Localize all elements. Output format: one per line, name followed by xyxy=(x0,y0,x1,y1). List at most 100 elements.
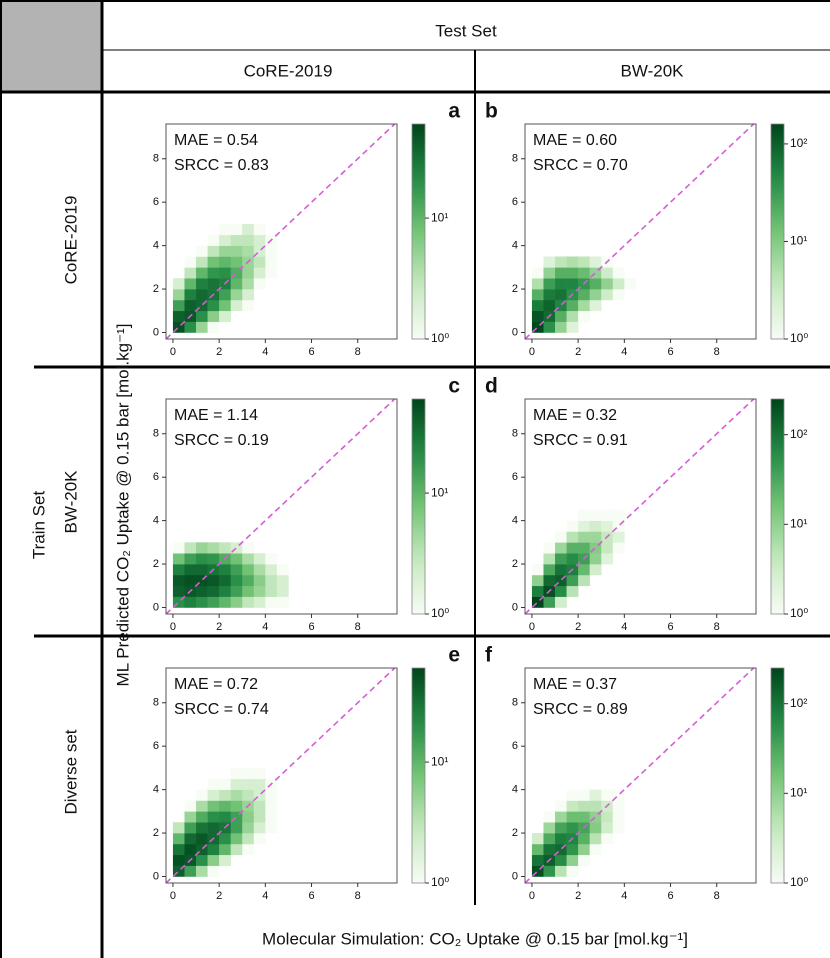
hist-cell xyxy=(196,822,208,834)
y-tick-label: 2 xyxy=(153,827,159,839)
y-tick-label: 0 xyxy=(512,326,518,338)
hist-cell xyxy=(219,267,231,279)
hist-cell xyxy=(230,278,243,290)
hist-cell xyxy=(555,854,567,866)
hist-cell xyxy=(589,278,602,290)
hist-cell xyxy=(566,553,579,565)
hist-cell xyxy=(578,299,590,312)
hist-cell xyxy=(531,289,544,301)
hist-cell xyxy=(196,321,208,333)
colorbar-tick-label: 10¹ xyxy=(790,517,807,531)
hist-cell xyxy=(265,553,278,565)
hist-cell xyxy=(601,278,614,290)
hist-cell xyxy=(219,789,231,801)
x-tick-label: 6 xyxy=(308,346,314,358)
y-tick-label: 2 xyxy=(153,558,159,570)
hist-cell xyxy=(219,564,231,576)
hist-cell xyxy=(555,596,567,608)
hist-cell xyxy=(219,310,231,322)
hist-cell xyxy=(196,865,208,877)
hist-cell xyxy=(219,574,231,587)
hist-cell xyxy=(578,854,590,866)
y-tick-label: 4 xyxy=(153,515,159,527)
y-tick-label: 0 xyxy=(153,601,159,613)
hist-cell xyxy=(601,833,614,845)
hist-cell xyxy=(253,767,266,780)
hist-cell xyxy=(555,542,567,554)
hist-cell xyxy=(555,299,567,312)
diagonal-line xyxy=(524,123,755,340)
hist-cell xyxy=(265,267,278,279)
hist-cell xyxy=(184,267,197,279)
hist-cell xyxy=(578,267,590,279)
hist-cell xyxy=(589,520,602,532)
hist-cell xyxy=(566,267,579,279)
hist-cell xyxy=(219,299,231,312)
y-tick-label: 8 xyxy=(153,697,159,709)
hist-cell xyxy=(612,789,625,801)
hist-cell xyxy=(196,800,208,812)
plot-frame xyxy=(165,123,398,340)
hist-cell xyxy=(543,278,556,290)
hist-cell xyxy=(612,267,625,279)
diagonal-line xyxy=(165,123,396,340)
y-tick-label: 6 xyxy=(153,196,159,208)
x-tick-label: 0 xyxy=(529,890,535,902)
hist-cell xyxy=(589,531,602,543)
hist-cell xyxy=(207,778,220,790)
hist-cell xyxy=(172,289,185,301)
hist-cell xyxy=(196,854,208,866)
hist-cell xyxy=(543,811,556,823)
hist-cell xyxy=(578,800,590,812)
hist-cell xyxy=(242,278,255,290)
hist-cell xyxy=(543,574,556,587)
hist-cell xyxy=(207,789,220,801)
metric-annotation: MAE = 0.72 xyxy=(174,676,258,693)
hist-cell xyxy=(242,564,255,576)
x-tick-label: 2 xyxy=(216,621,222,633)
hist-cell xyxy=(589,553,602,565)
hist-cell xyxy=(566,822,579,834)
hist-cell xyxy=(601,509,614,521)
panel-letter: a xyxy=(448,100,460,123)
hist-cell xyxy=(566,789,579,801)
plot-frame xyxy=(165,398,398,615)
hist-cell xyxy=(265,811,278,823)
hist-cell xyxy=(543,843,556,856)
hist-cell xyxy=(207,822,220,834)
hist-cell xyxy=(207,267,220,279)
hist-cell xyxy=(184,865,197,877)
train-set-header: Train Set xyxy=(29,491,48,560)
hist-cell xyxy=(555,278,567,290)
y-tick-label: 0 xyxy=(153,870,159,882)
hist-cell xyxy=(172,854,185,866)
hist-cell xyxy=(578,574,590,587)
hist-cell xyxy=(253,789,266,801)
hist-cell xyxy=(242,833,255,845)
hist-cell xyxy=(253,811,266,823)
hist-cell xyxy=(253,553,266,565)
hist-cell xyxy=(566,520,579,532)
hist-cell xyxy=(601,553,614,565)
hist-cell xyxy=(589,299,602,312)
y-tick-label: 0 xyxy=(512,601,518,613)
hist-cell xyxy=(230,811,243,823)
hist-cell xyxy=(265,789,278,801)
hist-cell xyxy=(172,542,185,554)
hist-cell xyxy=(196,585,208,597)
hist-cell xyxy=(555,585,567,597)
x-tick-label: 4 xyxy=(262,890,268,902)
panel-letter: c xyxy=(448,375,460,398)
hist-cell xyxy=(589,833,602,845)
hist-cell xyxy=(589,256,602,268)
corner-cell xyxy=(0,0,102,92)
x-tick-label: 6 xyxy=(667,621,673,633)
hist-cell xyxy=(601,822,614,834)
colorbar-tick-label: 10¹ xyxy=(431,485,448,499)
hist-cell xyxy=(207,865,220,877)
hist-cell xyxy=(566,843,579,856)
hist-cell xyxy=(589,789,602,801)
x-tick-label: 8 xyxy=(714,346,720,358)
colorbar xyxy=(411,398,426,615)
x-tick-label: 0 xyxy=(170,346,176,358)
